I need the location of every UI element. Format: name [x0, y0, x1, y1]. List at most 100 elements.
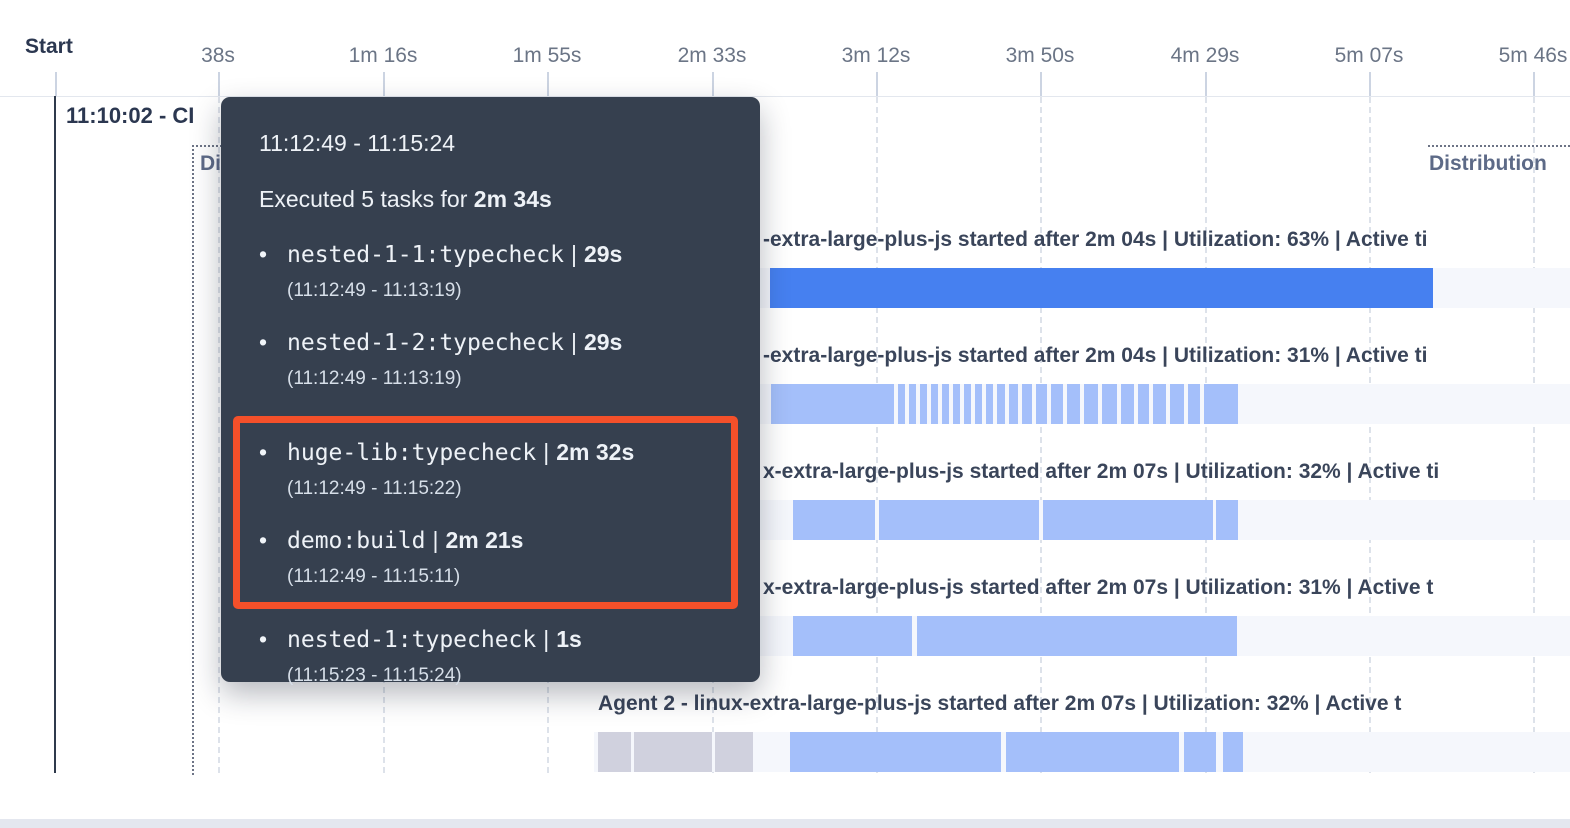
task-entry: demo:build | 2m 21s (11:12:49 - 11:15:11): [287, 526, 523, 588]
agent-row-label: -extra-large-plus-js started after 2m 04…: [763, 344, 1428, 367]
task-time-range: (11:12:49 - 11:13:19): [287, 280, 462, 301]
task-time-range: (11:12:49 - 11:13:19): [287, 368, 462, 389]
task-time-range: (11:15:23 - 11:15:24): [287, 665, 462, 686]
task-bar[interactable]: [964, 384, 971, 424]
axis-tick-label: 5m 46s: [1498, 44, 1568, 67]
task-bar[interactable]: [1051, 384, 1063, 424]
task-name: nested-1-2:typecheck: [287, 330, 564, 356]
axis-tick: [1533, 72, 1535, 96]
tooltip-task-item: • demo:build | 2m 21s (11:12:49 - 11:15:11): [259, 526, 727, 588]
axis-baseline: [0, 96, 1570, 97]
task-duration: 2m 21s: [445, 527, 524, 553]
task-entry: nested-1-1:typecheck | 29s (11:12:49 - 11:1…: [287, 240, 622, 302]
task-bar[interactable]: [793, 616, 912, 656]
axis-tick: [1205, 72, 1207, 96]
task-bar[interactable]: [1102, 384, 1117, 424]
task-bar[interactable]: [1153, 384, 1166, 424]
task-bar[interactable]: [1204, 384, 1238, 424]
task-time-range: (11:12:49 - 11:15:11): [287, 566, 461, 587]
tooltip-summary-prefix: Executed 5 tasks for: [259, 186, 468, 212]
tooltip-summary: Executed 5 tasks for 2m 34s: [259, 186, 742, 213]
task-bar[interactable]: [1216, 500, 1238, 540]
axis-tick: [1040, 72, 1042, 96]
task-separator: |: [543, 439, 550, 465]
agent-row-label: Agent 2 - linux-extra-large-plus-js star…: [598, 692, 1402, 715]
axis-tick-label: 4m 29s: [1170, 44, 1240, 67]
task-bar[interactable]: [920, 384, 927, 424]
task-name: demo:build: [287, 528, 426, 554]
task-bar[interactable]: [917, 616, 1237, 656]
axis-tick: [55, 72, 57, 96]
idle-bar[interactable]: [715, 732, 753, 772]
task-bar[interactable]: [1170, 384, 1184, 424]
task-bar[interactable]: [942, 384, 949, 424]
task-bar[interactable]: [1184, 732, 1216, 772]
idle-bar[interactable]: [598, 732, 631, 772]
tooltip-task-item: • nested-1:typecheck | 1s (11:15:23 - 11:15:…: [259, 625, 742, 687]
axis-start-label: Start: [25, 35, 73, 58]
task-bar[interactable]: [1043, 500, 1213, 540]
task-bar[interactable]: [790, 732, 1001, 772]
task-entry: nested-1-2:typecheck | 29s (11:12:49 - 11:1…: [287, 328, 622, 390]
tooltip-task-list: • nested-1-1:typecheck | 29s (11:12:49 - 11:…: [233, 240, 742, 687]
task-bar[interactable]: [1121, 384, 1134, 424]
axis-tick: [218, 72, 220, 96]
task-title: huge-lib:typecheck | 2m 32s: [287, 438, 634, 470]
task-name: huge-lib:typecheck: [287, 440, 537, 466]
tooltip-task-item: • huge-lib:typecheck | 2m 32s (11:12:49 - 11…: [259, 438, 727, 500]
task-bar[interactable]: [879, 500, 1039, 540]
task-bar[interactable]: [1009, 384, 1018, 424]
tooltip-summary-duration: 2m 34s: [473, 186, 552, 212]
axis-tick-label: 38s: [201, 44, 235, 67]
axis-tick: [383, 72, 385, 96]
task-bar[interactable]: [793, 500, 875, 540]
task-title: nested-1-2:typecheck | 29s: [287, 328, 622, 360]
axis-tick: [547, 72, 549, 96]
task-bar[interactable]: [997, 384, 1005, 424]
task-duration: 29s: [583, 329, 623, 355]
task-bar[interactable]: [1084, 384, 1098, 424]
task-duration: 2m 32s: [556, 439, 635, 465]
task-title: demo:build | 2m 21s: [287, 526, 523, 558]
task-bar[interactable]: [898, 384, 905, 424]
task-bar[interactable]: [1223, 732, 1243, 772]
axis-tick-label: 1m 55s: [512, 44, 582, 67]
task-bar[interactable]: [1006, 732, 1179, 772]
gridline: [218, 97, 220, 773]
footer-bar: [0, 819, 1570, 828]
task-bar[interactable]: [1188, 384, 1200, 424]
task-bar[interactable]: [1138, 384, 1149, 424]
axis-tick: [876, 72, 878, 96]
task-title: nested-1-1:typecheck | 29s: [287, 240, 622, 272]
task-duration: 1s: [556, 626, 582, 652]
idle-bar[interactable]: [634, 732, 712, 772]
task-bar[interactable]: [1036, 384, 1047, 424]
task-time-range: (11:12:49 - 11:15:22): [287, 478, 462, 499]
bullet-icon: •: [259, 626, 268, 652]
task-bar[interactable]: [1067, 384, 1080, 424]
gridline: [1533, 97, 1535, 773]
task-bar[interactable]: [975, 384, 982, 424]
task-name: nested-1-1:typecheck: [287, 242, 564, 268]
axis-tick-label: 2m 33s: [677, 44, 747, 67]
axis-tick: [1369, 72, 1371, 96]
axis-tick-label: 3m 12s: [841, 44, 911, 67]
task-bar[interactable]: [770, 268, 1433, 308]
task-bar[interactable]: [953, 384, 960, 424]
task-duration: 29s: [583, 241, 623, 267]
task-bar[interactable]: [909, 384, 916, 424]
task-bar[interactable]: [931, 384, 938, 424]
axis-tick: [712, 72, 714, 96]
bullet-icon: •: [259, 439, 268, 465]
task-bar[interactable]: [986, 384, 993, 424]
distribution-group-label: Distribution: [1429, 152, 1547, 175]
distribution-group-right: Distribution: [1428, 145, 1570, 775]
tooltip-task-item: • nested-1-2:typecheck | 29s (11:12:49 - 11:…: [259, 328, 742, 390]
task-name: nested-1:typecheck: [287, 627, 537, 653]
gridline: [876, 97, 878, 773]
task-separator: |: [432, 527, 439, 553]
pipeline-group-border: [54, 96, 56, 773]
task-bar[interactable]: [1022, 384, 1032, 424]
highlight-box: • huge-lib:typecheck | 2m 32s (11:12:49 - 11…: [233, 416, 738, 609]
task-bar[interactable]: [771, 384, 894, 424]
